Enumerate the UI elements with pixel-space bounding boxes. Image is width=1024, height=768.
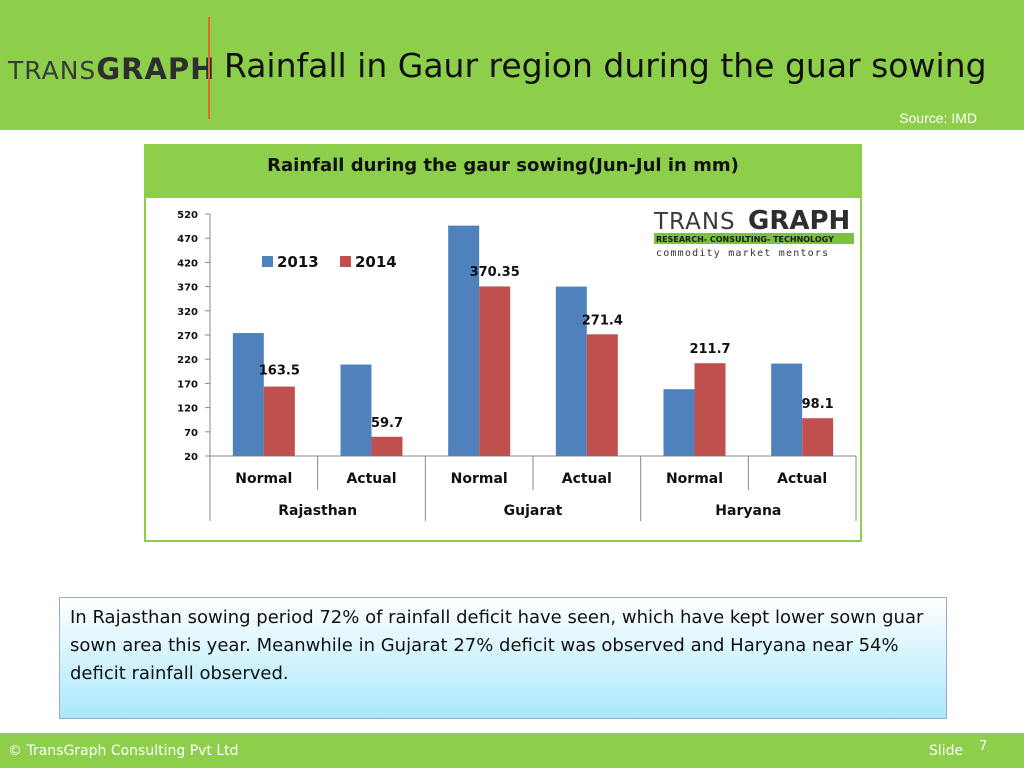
data-label: 370.35 bbox=[470, 265, 520, 280]
y-tick-label: 470 bbox=[177, 234, 198, 245]
bar-2013 bbox=[771, 363, 803, 456]
data-label: 211.7 bbox=[689, 342, 730, 357]
y-tick-label: 320 bbox=[177, 307, 198, 318]
transgraph-logo: TRANSGRAPH bbox=[8, 52, 215, 86]
bar-2013 bbox=[232, 333, 264, 456]
header-divider bbox=[208, 17, 210, 119]
x-category-label: Normal bbox=[235, 471, 292, 487]
logo-prefix: TRANS bbox=[8, 56, 97, 85]
x-category-label: Normal bbox=[666, 471, 723, 487]
footer-bar: © TransGraph Consulting Pvt Ltd Slide 7 bbox=[0, 733, 1024, 768]
bar-2014 bbox=[586, 334, 618, 456]
chart-logo-tagline: RESEARCH- CONSULTING- TECHNOLOGY bbox=[656, 235, 834, 244]
x-group-label: Haryana bbox=[715, 503, 781, 519]
slide-number: 7 bbox=[979, 739, 988, 754]
x-group-label: Rajasthan bbox=[278, 503, 357, 519]
bar-2013 bbox=[555, 286, 587, 456]
data-label: 271.4 bbox=[582, 313, 623, 328]
source-note: Source: IMD bbox=[899, 110, 977, 126]
bar-2013 bbox=[663, 389, 695, 456]
bar-2014 bbox=[479, 286, 511, 456]
x-category-label: Actual bbox=[777, 471, 827, 487]
bar-2014 bbox=[694, 363, 726, 456]
y-tick-label: 420 bbox=[177, 258, 198, 269]
legend-swatch-2014 bbox=[340, 256, 351, 267]
y-tick-label: 220 bbox=[177, 355, 198, 366]
callout-box: In Rajasthan sowing period 72% of rainfa… bbox=[59, 597, 947, 719]
legend-label: 2013 bbox=[277, 253, 319, 271]
bar-2014 bbox=[371, 436, 403, 456]
legend-label: 2014 bbox=[355, 253, 397, 271]
bar-2014 bbox=[263, 386, 295, 456]
header-bar: TRANSGRAPH Rainfall in Gaur region durin… bbox=[0, 0, 1024, 130]
y-tick-label: 170 bbox=[177, 379, 198, 390]
y-tick-label: 520 bbox=[177, 210, 198, 221]
slide-label: Slide bbox=[929, 743, 964, 759]
data-label: 98.1 bbox=[802, 397, 834, 412]
callout-text: In Rajasthan sowing period 72% of rainfa… bbox=[70, 607, 924, 684]
chart-logo-prefix: TRANS bbox=[653, 209, 736, 235]
page-title: Rainfall in Gaur region during the guar … bbox=[224, 46, 987, 85]
x-group-label: Gujarat bbox=[504, 503, 563, 519]
y-tick-label: 70 bbox=[184, 428, 198, 439]
data-label: 59.7 bbox=[371, 416, 403, 431]
rainfall-bar-chart: 520 470 420 370 320 270 220 170 120 70 20 163.5 59.7… bbox=[177, 206, 857, 521]
x-category-label: Actual bbox=[562, 471, 612, 487]
bar-2014 bbox=[802, 418, 834, 456]
bar-2013 bbox=[340, 364, 372, 456]
y-tick-label: 20 bbox=[184, 452, 198, 463]
chart-logo-motto: commodity market mentors bbox=[656, 248, 829, 259]
legend-swatch-2013 bbox=[262, 256, 273, 267]
copyright: © TransGraph Consulting Pvt Ltd bbox=[8, 743, 239, 759]
x-category-label: Actual bbox=[346, 471, 396, 487]
data-label: 163.5 bbox=[259, 364, 300, 379]
chart-logo-bold: GRAPH bbox=[748, 206, 850, 236]
y-tick-label: 270 bbox=[177, 331, 198, 342]
y-tick-label: 370 bbox=[177, 283, 198, 294]
chart-title-bar: Rainfall during the gaur sowing(Jun-Jul … bbox=[146, 146, 860, 198]
chart-title: Rainfall during the gaur sowing(Jun-Jul … bbox=[267, 155, 739, 176]
y-tick-label: 120 bbox=[177, 404, 198, 415]
chart-logo-band bbox=[654, 233, 854, 244]
logo-bold: GRAPH bbox=[96, 52, 216, 86]
x-category-label: Normal bbox=[451, 471, 508, 487]
bar-2013 bbox=[448, 225, 480, 456]
